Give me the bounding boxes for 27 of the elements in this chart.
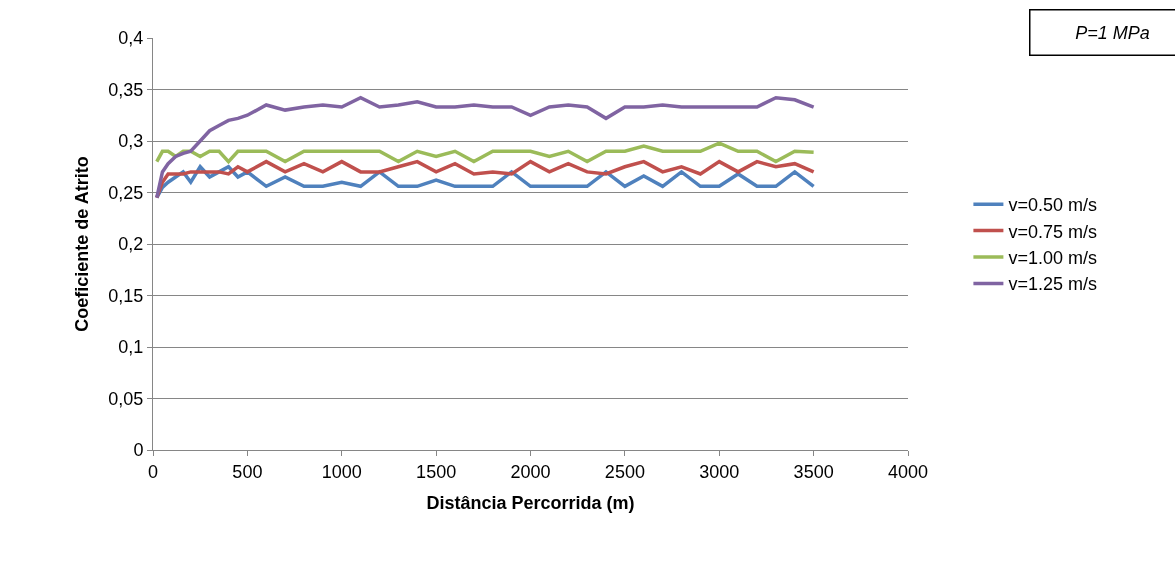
line-series	[155, 141, 816, 164]
y-tick-label: 0,1	[118, 337, 144, 358]
y-tick-label: 0,05	[108, 388, 144, 409]
y-tick-label: 0,35	[108, 79, 144, 100]
y-tick-label: 0,4	[118, 28, 144, 49]
legend-label: v=0.75 m/s	[1008, 221, 1097, 242]
legend-label: v=1.00 m/s	[1008, 248, 1097, 269]
x-axis-title: Distância Percorrida (m)	[426, 492, 635, 513]
line-series	[155, 95, 816, 200]
legend-label: v=1.25 m/s	[1008, 274, 1097, 295]
y-tick-label: 0,25	[108, 182, 144, 203]
x-tick-label: 4000	[887, 461, 929, 482]
x-tick-label: 3500	[793, 461, 834, 482]
y-tick-label: 0,2	[118, 234, 144, 255]
x-tick-label: 2500	[604, 461, 645, 482]
y-tick-label: 0,3	[118, 131, 144, 152]
x-tick-label: 2000	[510, 461, 551, 482]
x-tick-label: 1500	[416, 461, 457, 482]
y-axis-title: Coeficiente de Atrito	[71, 156, 92, 332]
x-tick-label: 3000	[699, 461, 740, 482]
text: P=1 MPa	[1075, 22, 1150, 43]
x-tick-label: 1000	[321, 461, 362, 482]
x-tick-label: 0	[147, 461, 159, 482]
y-tick-label: 0,15	[108, 285, 144, 306]
x-tick-label: 500	[232, 461, 263, 482]
legend-label: v=0.50 m/s	[1008, 195, 1097, 216]
y-tick-label: 0	[133, 440, 144, 461]
